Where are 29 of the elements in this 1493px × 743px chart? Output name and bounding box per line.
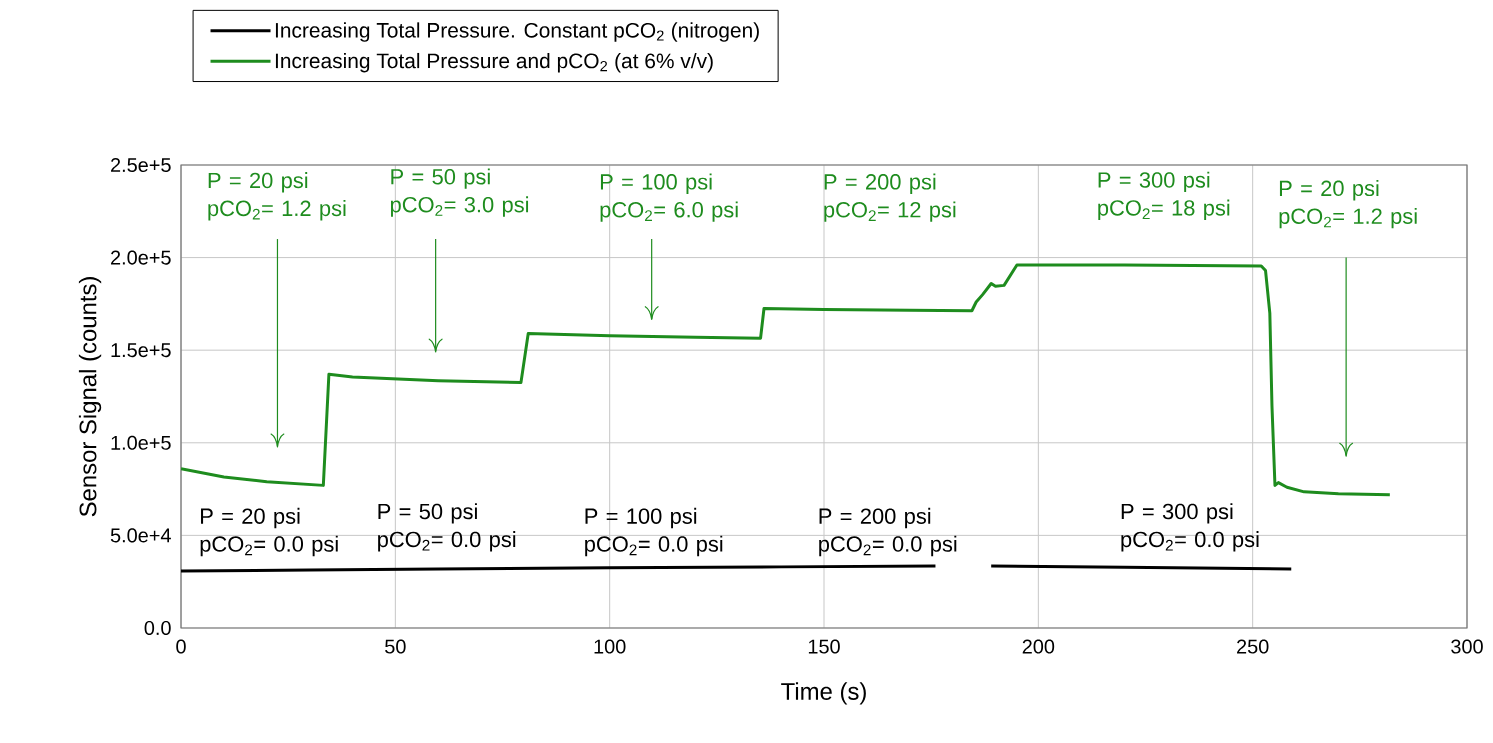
y-tick-label: 1.0e+5	[111, 435, 171, 450]
legend-label: Increasing Total Pressure and pCO$_{2}$ (at 6% v/v)	[275, 52, 713, 73]
x-tick-label: 50	[385, 639, 406, 654]
annotation: P = 300 psi pCO$_{2}$= 0.0 psi	[1121, 503, 1259, 552]
x-tick-label: 150	[808, 639, 840, 654]
annotation: P = 20 psi pCO$_{2}$= 0.0 psi	[200, 507, 338, 557]
y-axis-title: Sensor Signal (counts)	[78, 277, 102, 517]
x-tick-label: 0	[176, 639, 186, 654]
x-tick-label: 250	[1237, 639, 1269, 654]
annotation: P = 100 psi pCO$_{2}$= 6.0 psi	[600, 173, 738, 222]
line-series	[181, 263, 1392, 497]
x-tick-label: 200	[1022, 639, 1055, 654]
y-tick-label: 2.5e+5	[111, 157, 171, 173]
annotation: P = 200 psi pCO$_{2}$= 0.0 psi	[819, 507, 957, 557]
legend-label: Increasing Total Pressure. Constant pCO$_{2}$ (nitrogen)	[275, 22, 759, 42]
y-tick-label: 2.0e+5	[111, 250, 171, 265]
y-tick-label: 5.0e+4	[110, 528, 171, 543]
annotation: P = 300 psi pCO$_{2}$= 18 psi	[1098, 171, 1230, 220]
y-tick-label: 0.0	[144, 620, 171, 636]
annotation: P = 50 psi pCO$_{2}$= 3.0 psi	[390, 168, 529, 217]
annotation: P = 200 psi pCO$_{2}$= 12 psi	[824, 173, 956, 222]
annotation: P = 20 psi pCO$_{2}$= 1.2 psi	[208, 172, 346, 221]
annotation: P = 50 psi pCO$_{2}$= 0.0 psi	[378, 503, 516, 552]
annotation: P = 100 psi pCO$_{2}$= 0.0 psi	[585, 507, 723, 557]
y-tick-label: 1.5e+5	[111, 343, 171, 358]
x-axis-title: Time (s)	[781, 682, 866, 705]
x-tick-label: 300	[1451, 639, 1483, 654]
x-tick-label: 100	[594, 639, 626, 654]
annotation: P = 20 psi pCO$_{2}$= 1.2 psi	[1279, 179, 1417, 229]
